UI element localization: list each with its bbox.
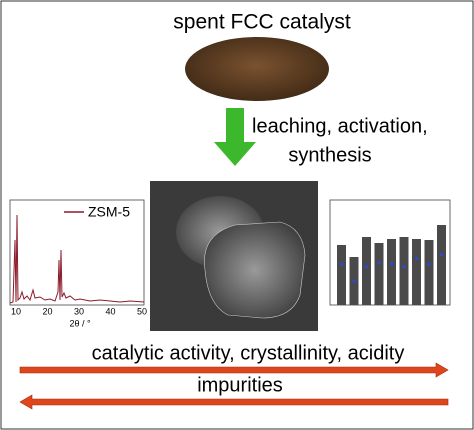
bar-thumbnail [329, 199, 451, 306]
x-tick-label: 40 [105, 306, 115, 316]
sem-image [150, 181, 318, 331]
x-tick-label: 30 [74, 306, 84, 316]
decrease-arrow [19, 394, 449, 410]
title: spent FCC catalyst [173, 11, 351, 34]
x-axis-label: 2θ / ° [69, 318, 91, 328]
outcome-top: catalytic activity, crystallinity, acidi… [92, 342, 405, 364]
thumbnail-bar [337, 245, 346, 305]
x-tick-label: 10 [11, 306, 21, 316]
xrd-pattern [9, 214, 145, 304]
legend-label: ZSM-5 [88, 204, 130, 220]
increase-arrow [19, 362, 449, 378]
xrd-panel: ZSM-5 10 20 30 40 50 2θ / ° [9, 199, 147, 328]
thumbnail-bar [437, 225, 446, 305]
thumbnail-bar [399, 237, 409, 305]
thumbnail-point [415, 257, 418, 260]
thumbnail-bar [412, 239, 421, 305]
outcome-bottom: impurities [197, 374, 283, 396]
thumbnail-point [377, 261, 381, 264]
crystal-large [204, 221, 306, 319]
thumbnail-point [440, 253, 443, 256]
thumbnail-point [365, 265, 368, 268]
process-arrow [214, 108, 256, 166]
catalyst-powder [185, 37, 329, 101]
thumbnail-bar [362, 237, 371, 305]
thumbnail-point [427, 263, 431, 266]
thumbnail-point [402, 265, 406, 268]
thumbnail-point [390, 262, 393, 265]
process-line1: leaching, activation, [252, 115, 428, 137]
thumbnail-point [340, 263, 343, 266]
thumbnail-bar [424, 240, 434, 305]
thumbnail-bar [387, 239, 396, 305]
thumbnail-bar [374, 243, 384, 305]
thumbnail-point [352, 280, 356, 283]
process-line2: synthesis [288, 144, 371, 166]
xrd-frame [9, 199, 145, 306]
x-tick-label: 20 [42, 306, 52, 316]
x-tick-label: 50 [137, 306, 147, 316]
